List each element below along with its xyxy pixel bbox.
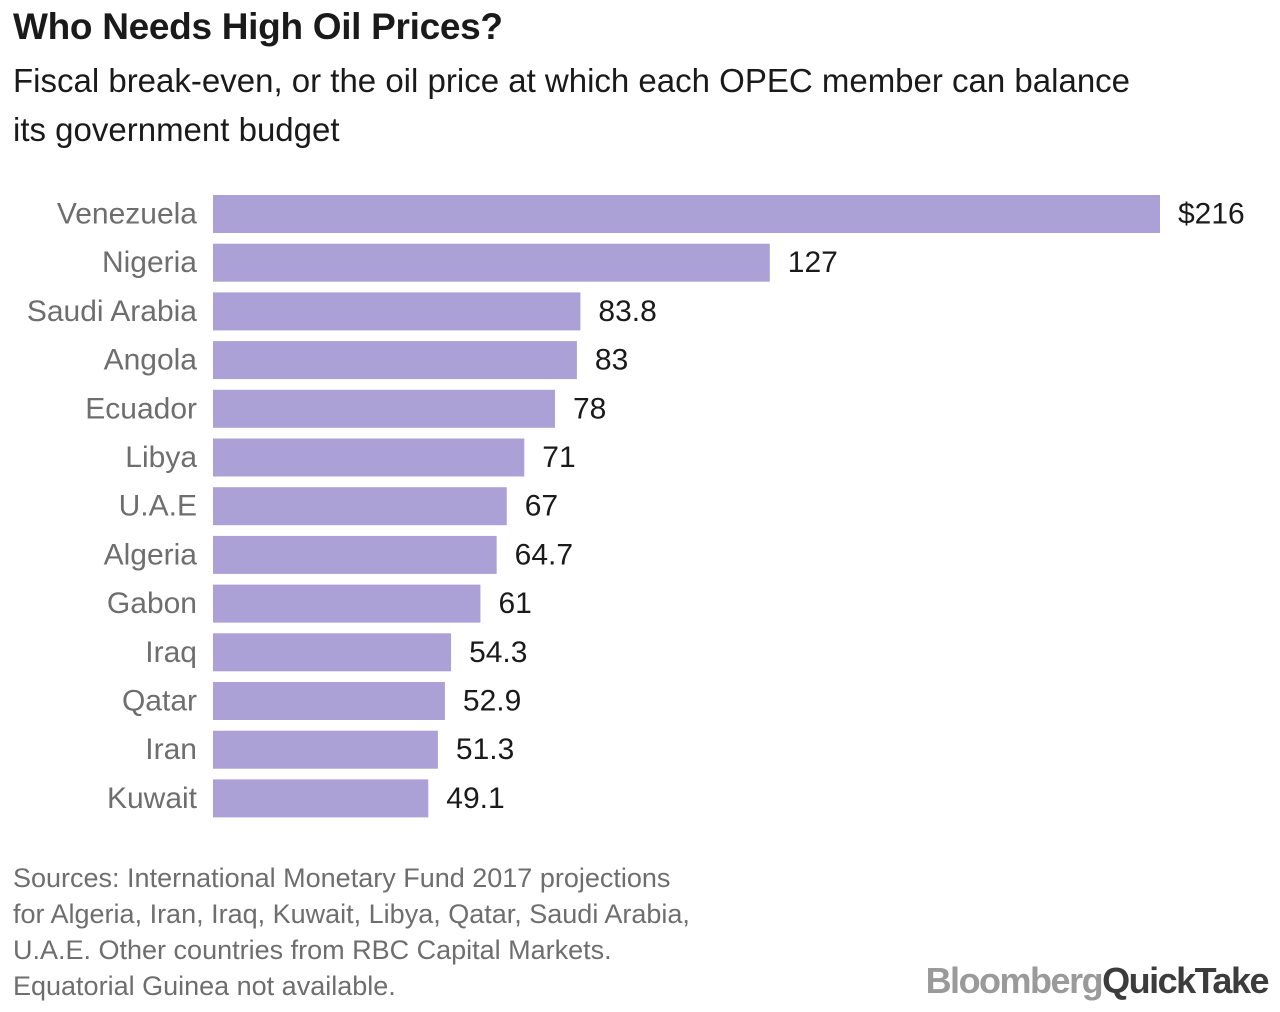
category-label: Kuwait <box>107 782 198 815</box>
chart-subtitle: Fiscal break-even, or the oil price at w… <box>13 62 1131 148</box>
value-label: 78 <box>573 392 606 425</box>
category-label: U.A.E <box>119 490 197 523</box>
bar <box>213 633 452 672</box>
logo-part-quicktake: QuickTake <box>1102 960 1269 1001</box>
value-label: 83.8 <box>598 295 656 328</box>
category-label: Angola <box>104 344 198 377</box>
value-label: 67 <box>525 490 558 523</box>
category-label: Libya <box>125 441 197 474</box>
value-label: 71 <box>542 441 575 474</box>
bar <box>213 730 438 769</box>
logo-part-bloomberg: Bloomberg <box>925 960 1104 1001</box>
bar <box>213 779 429 818</box>
bar <box>213 292 581 331</box>
bloomberg-quicktake-logo: BloombergQuickTake <box>925 960 1270 1002</box>
source-line: Sources: International Monetary Fund 201… <box>13 863 671 893</box>
value-label: 61 <box>498 587 531 620</box>
chart-title: Who Needs High Oil Prices? <box>13 6 503 47</box>
value-label: 83 <box>595 344 628 377</box>
category-label: Nigeria <box>102 246 197 279</box>
value-label: 127 <box>788 246 838 279</box>
category-label: Algeria <box>104 538 198 571</box>
bar <box>213 682 445 720</box>
source-line: U.A.E. Other countries from RBC Capital … <box>13 935 612 965</box>
value-label: $216 <box>1178 198 1245 231</box>
category-label: Gabon <box>107 587 197 620</box>
bar <box>213 438 525 477</box>
category-label: Iran <box>145 733 197 766</box>
source-note: Sources: International Monetary Fund 201… <box>13 860 813 1004</box>
bar <box>213 487 507 526</box>
value-label: 52.9 <box>463 685 521 718</box>
value-label: 51.3 <box>456 733 514 766</box>
category-label: Venezuela <box>57 198 197 231</box>
value-label: 54.3 <box>469 636 527 669</box>
category-label: Iraq <box>145 636 197 669</box>
bar-chart: Venezuela $216 Nigeria 127 Saudi Arabia 83.8 A… <box>27 195 1245 818</box>
source-line: for Algeria, Iran, Iraq, Kuwait, Libya, … <box>13 899 690 929</box>
bar <box>213 341 577 380</box>
category-label: Qatar <box>122 685 197 718</box>
source-line: Equatorial Guinea not available. <box>13 971 396 1001</box>
category-label: Saudi Arabia <box>27 295 197 328</box>
bar <box>213 584 481 623</box>
bar <box>213 243 770 282</box>
category-label: Ecuador <box>85 392 197 425</box>
value-label: 64.7 <box>515 538 573 571</box>
value-label: 49.1 <box>446 782 504 815</box>
bar <box>213 195 1160 233</box>
bar <box>213 389 555 428</box>
bar <box>213 535 497 574</box>
